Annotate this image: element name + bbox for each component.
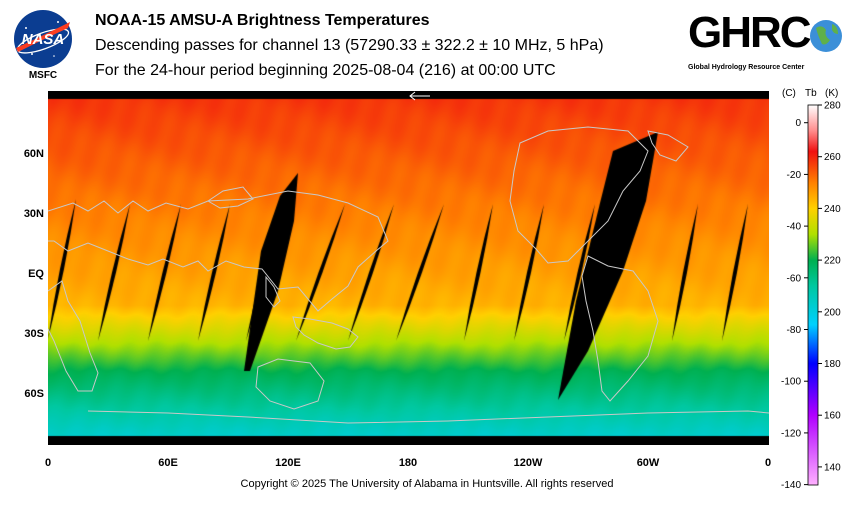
ghrc-logo: GHRC Global Hydrology Resource Center — [688, 8, 848, 78]
title-line-2: Descending passes for channel 13 (57290.… — [95, 37, 604, 54]
coastline — [48, 190, 389, 312]
kelvin-tick-label: 200 — [824, 307, 841, 318]
brightness-temperature-map — [48, 91, 769, 445]
colorbar-svg: (C) Tb (K) 280 260 240 220 200 180 160 140 0 -20 -… — [781, 88, 841, 491]
coastline — [292, 316, 359, 350]
globe-icon — [810, 20, 842, 52]
celsius-tick-label: -40 — [787, 222, 802, 233]
coastline — [87, 410, 769, 424]
kelvin-tick-label: 260 — [824, 152, 841, 163]
kelvin-tick-label: 160 — [824, 411, 841, 422]
coastline — [265, 275, 281, 308]
lat-label-30n: 30N — [23, 208, 44, 220]
coastline — [581, 255, 659, 402]
kelvin-tick-label: 280 — [824, 101, 841, 112]
copyright-text: Copyright © 2025 The University of Alaba… — [240, 478, 614, 490]
lon-label-60e: 60E — [158, 457, 178, 469]
lon-label-180: 180 — [398, 457, 418, 469]
kelvin-tick-label: 240 — [824, 204, 841, 215]
map-canvas — [48, 91, 769, 445]
colorbar-header-c: (C) — [782, 88, 796, 99]
kelvin-tick-label: 140 — [824, 462, 841, 473]
coastline-overlay — [48, 91, 769, 424]
coastline — [48, 280, 99, 392]
celsius-tick-label: -80 — [787, 325, 802, 336]
lat-label-60n: 60N — [23, 148, 44, 160]
svg-text:NASA: NASA — [22, 31, 65, 48]
celsius-tick-label: 0 — [795, 118, 801, 129]
ghrc-wordmark: GHRC — [688, 8, 812, 57]
coastline — [647, 130, 689, 162]
ghrc-subtitle: Global Hydrology Resource Center — [688, 64, 805, 71]
celsius-tick-label: -20 — [787, 170, 802, 181]
lon-label-60w: 60W — [636, 457, 660, 469]
lat-label-60s: 60S — [24, 388, 44, 400]
celsius-tick-label: -140 — [781, 480, 801, 491]
kelvin-tick-label: 220 — [824, 256, 841, 267]
colorbar-header-tb: Tb — [805, 88, 817, 99]
dateline-arrow-icon — [409, 91, 430, 101]
lat-label-30s: 30S — [24, 328, 44, 340]
msfc-label: MSFC — [28, 70, 58, 81]
colorbar-header-k: (K) — [825, 88, 838, 99]
lat-label-eq: EQ — [28, 268, 44, 280]
nasa-logo: NASA MSFC — [12, 8, 74, 84]
celsius-tick-label: -60 — [787, 273, 802, 284]
colorbar: (C) Tb (K) 280 260 240 220 200 180 160 140 0 -20 -… — [770, 86, 854, 502]
lon-label-0-left: 0 — [44, 457, 52, 469]
lon-label-120e: 120E — [275, 457, 301, 469]
colorbar-gradient — [807, 104, 819, 486]
nasa-meatball-icon: NASA — [14, 10, 72, 68]
coastline — [207, 186, 254, 209]
coastline — [255, 358, 325, 410]
title-line-3: For the 24-hour period beginning 2025-08… — [95, 62, 556, 79]
lon-label-0-right: 0 — [764, 457, 772, 469]
kelvin-tick-label: 180 — [824, 359, 841, 370]
lon-label-120w: 120W — [513, 457, 543, 469]
title-line-1: NOAA-15 AMSU-A Brightness Temperatures — [95, 12, 430, 29]
celsius-tick-label: -100 — [781, 377, 801, 388]
coastline — [509, 126, 649, 264]
celsius-tick-label: -120 — [781, 428, 801, 439]
